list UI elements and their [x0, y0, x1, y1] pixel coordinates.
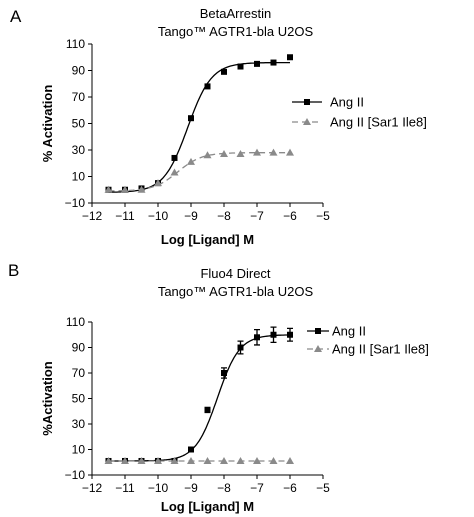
data-point	[154, 456, 162, 464]
x-tick-label: −5	[316, 481, 330, 495]
y-tick-label: 110	[66, 37, 85, 51]
data-point	[286, 456, 294, 464]
legend-marker	[315, 328, 321, 334]
data-point	[286, 148, 294, 156]
data-point	[221, 370, 227, 376]
x-tick-label: −9	[184, 481, 198, 495]
data-point	[253, 456, 261, 464]
x-tick-label: −6	[283, 209, 297, 223]
series-ang-ii-sar1-ile8: Ang II [Sar1 Ile8]	[104, 115, 427, 193]
data-point	[171, 154, 178, 161]
y-tick-label: 90	[72, 64, 86, 78]
data-point	[237, 63, 244, 70]
chart-panel-a: A BetaArrestin Tango™ AGTR1-bla U2OS −10 10 3…	[10, 6, 427, 247]
data-point	[170, 456, 179, 464]
data-point	[220, 456, 228, 464]
y-axis-label: %Activation	[40, 361, 55, 435]
y-tick-label: 90	[72, 341, 86, 355]
legend-label: Ang II	[332, 324, 366, 339]
x-tick-label: −8	[217, 209, 231, 223]
legend-label: Ang II [Sar1 Ile8]	[332, 342, 429, 357]
y-tick-label: −10	[65, 468, 86, 482]
data-point	[270, 59, 277, 66]
series-line	[108, 152, 290, 192]
data-point	[204, 406, 211, 413]
chart-subtitle: Tango™ AGTR1-bla U2OS	[158, 24, 314, 39]
data-point	[269, 456, 278, 464]
data-point	[137, 185, 146, 193]
data-point	[188, 115, 194, 122]
data-point	[104, 456, 113, 464]
y-tick-label: 10	[72, 443, 86, 457]
data-point	[254, 334, 260, 341]
data-point	[287, 54, 293, 61]
data-point	[254, 60, 260, 67]
y-tick-label: 10	[72, 170, 86, 184]
x-tick-label: −7	[250, 209, 264, 223]
data-point	[187, 157, 195, 165]
x-tick-label: −9	[184, 209, 198, 223]
data-point	[236, 149, 245, 157]
data-point	[188, 446, 194, 453]
data-point	[137, 456, 146, 464]
data-point	[236, 456, 245, 464]
y-tick-label: 70	[72, 90, 86, 104]
data-point	[204, 83, 211, 90]
x-tick-label: −12	[82, 209, 103, 223]
series-line	[108, 334, 291, 462]
legend-label: Ang II	[330, 95, 364, 110]
x-tick-label: −11	[115, 209, 135, 223]
y-tick-label: −10	[65, 196, 86, 210]
chart-subtitle: Tango™ AGTR1-bla U2OS	[158, 284, 314, 299]
x-axis-label: Log [Ligand] M	[161, 499, 254, 514]
data-point	[154, 179, 162, 187]
x-tick-label: −11	[115, 481, 135, 495]
y-tick-label: 50	[72, 117, 86, 131]
data-point	[121, 185, 129, 193]
x-tick-label: −7	[250, 481, 264, 495]
legend-marker	[314, 345, 322, 352]
y-tick-label: 110	[66, 315, 85, 329]
chart-title: Fluo4 Direct	[200, 266, 270, 281]
x-tick-label: −8	[217, 481, 231, 495]
data-point	[221, 68, 227, 75]
legend-label: Ang II [Sar1 Ile8]	[330, 115, 427, 130]
legend-marker	[304, 99, 310, 105]
y-tick-label: 70	[72, 366, 86, 380]
chart-panel-b: B Fluo4 Direct Tango™ AGTR1-bla U2OS −10 10 3…	[8, 261, 429, 514]
data-point	[187, 456, 195, 464]
data-point	[104, 185, 113, 193]
x-tick-label: −10	[148, 481, 169, 495]
data-point	[121, 456, 129, 464]
x-axis-label: Log [Ligand] M	[161, 232, 254, 247]
data-point	[287, 331, 293, 338]
x-tick-label: −5	[316, 209, 330, 223]
y-tick-label: 30	[72, 143, 86, 157]
data-point	[237, 344, 244, 351]
panel-letter: B	[8, 261, 19, 280]
series-ang-ii: Ang II	[105, 324, 366, 464]
data-point	[220, 149, 228, 157]
data-point	[170, 168, 179, 176]
y-axis-label: % Activation	[40, 85, 55, 163]
chart-title: BetaArrestin	[200, 6, 272, 21]
panel-letter: A	[10, 7, 22, 26]
y-tick-label: 30	[72, 417, 86, 431]
series-ang-ii-sar1-ile8: Ang II [Sar1 Ile8]	[104, 342, 429, 464]
legend-marker	[303, 118, 311, 125]
data-point	[203, 151, 212, 159]
x-tick-label: −12	[82, 481, 103, 495]
data-point	[203, 456, 212, 464]
series-ang-ii: Ang II	[105, 54, 364, 193]
y-tick-label: 50	[72, 392, 86, 406]
x-tick-label: −10	[148, 209, 169, 223]
data-point	[269, 148, 278, 156]
data-point	[270, 331, 277, 338]
x-tick-label: −6	[283, 481, 297, 495]
data-point	[253, 148, 261, 156]
series-line	[108, 61, 290, 193]
